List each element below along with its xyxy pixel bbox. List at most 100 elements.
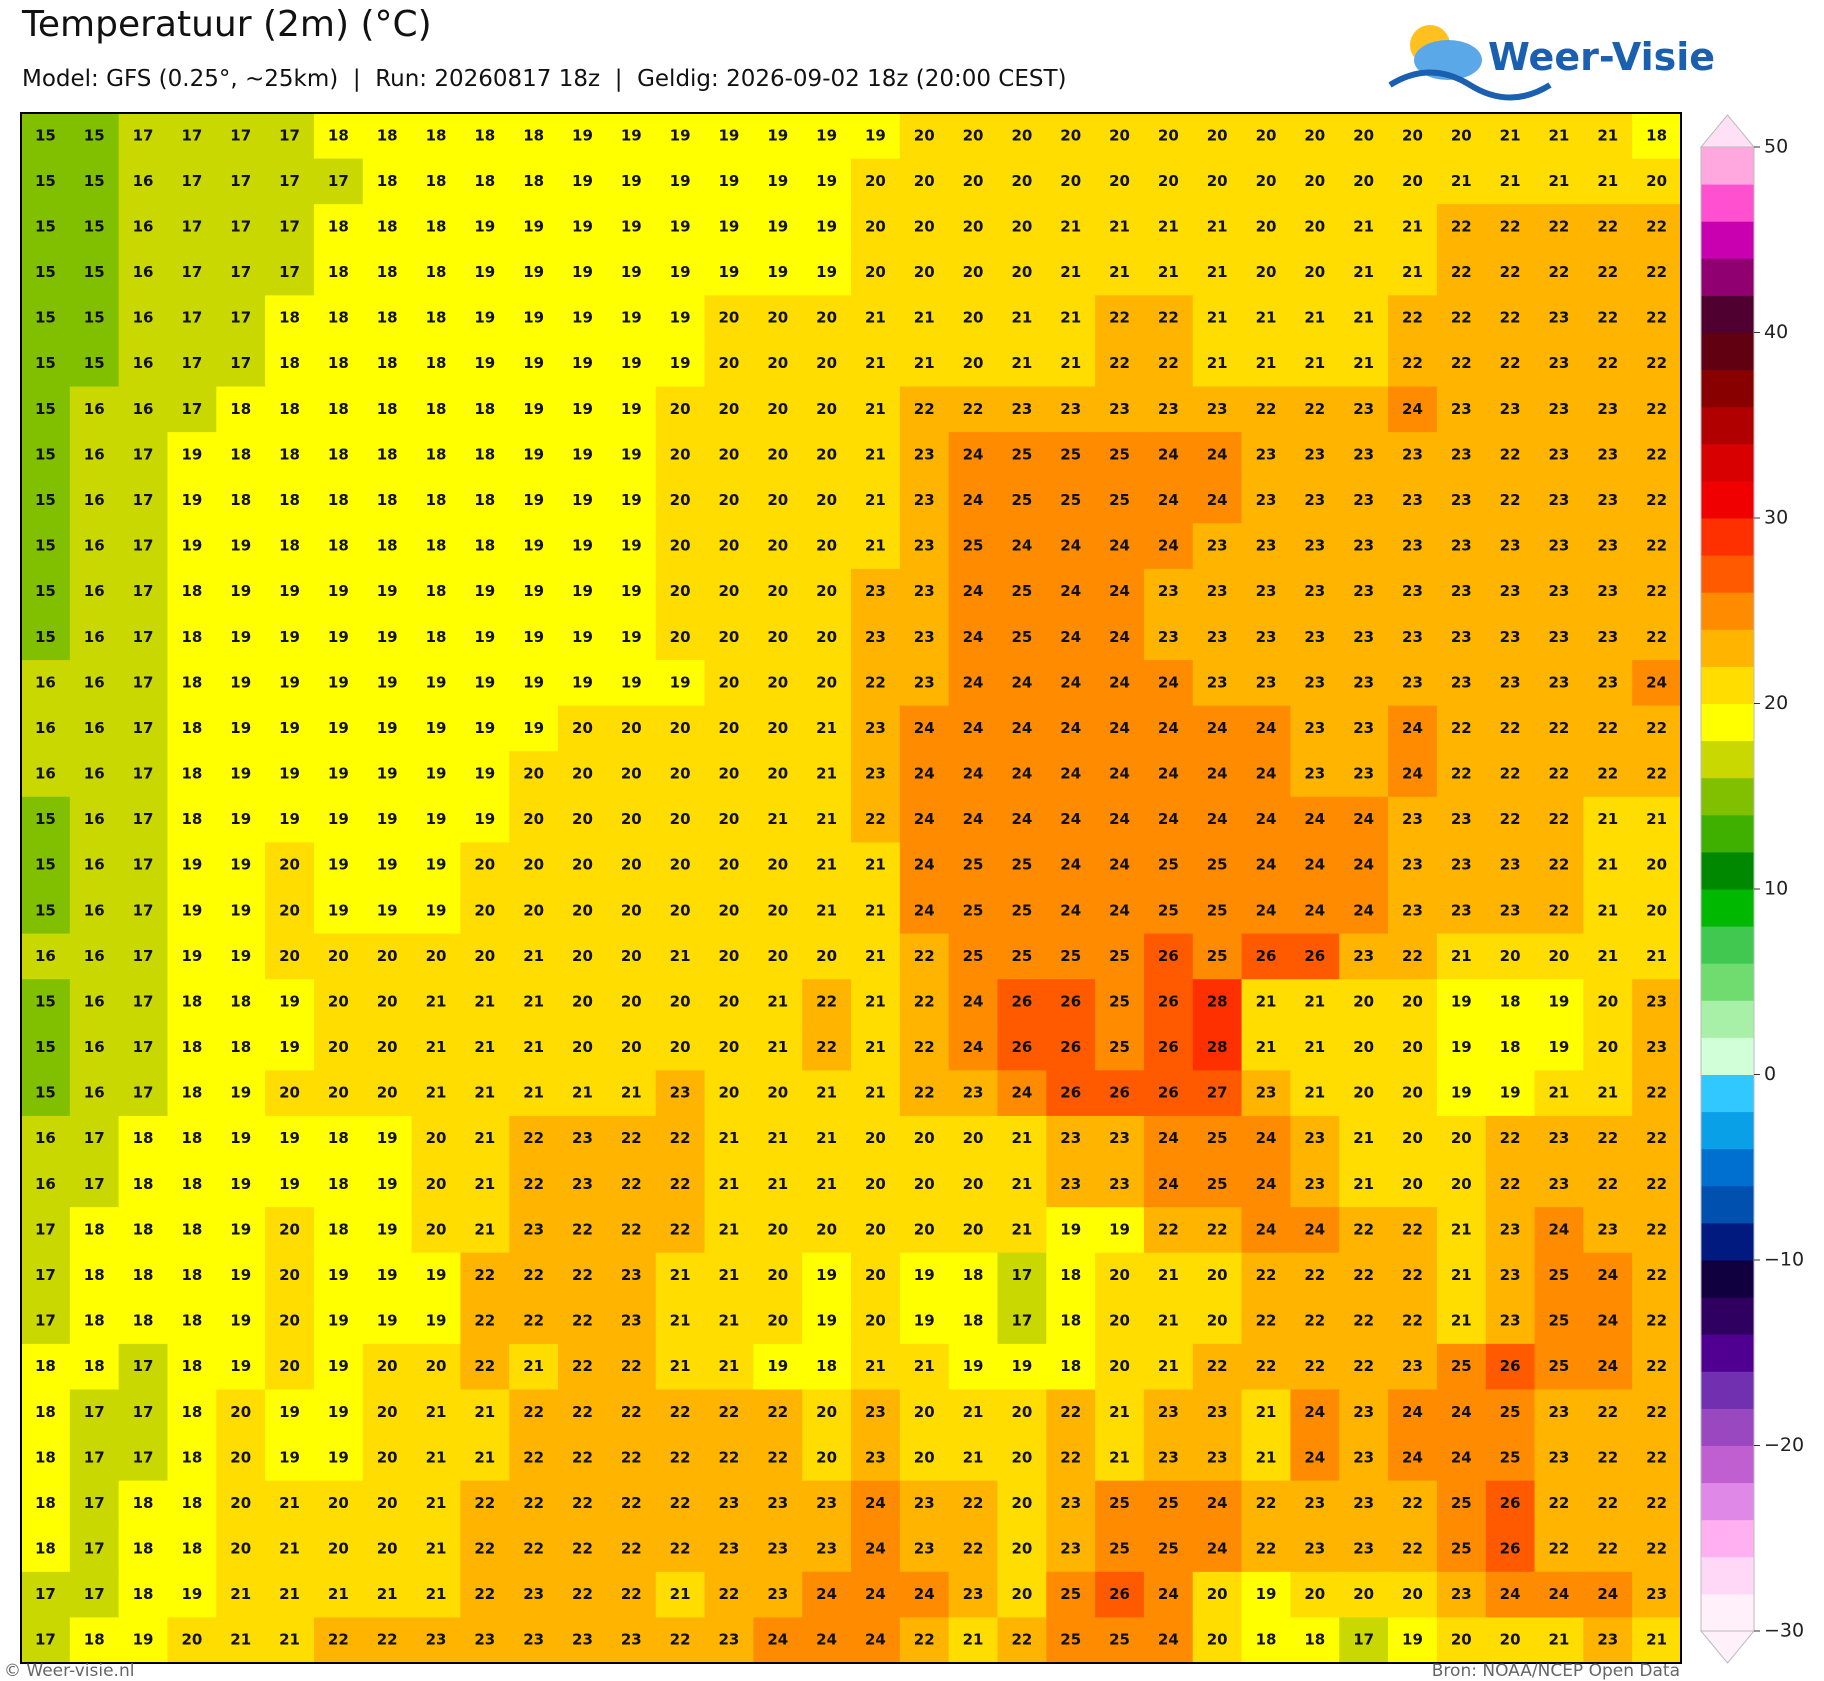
temp-label: 20 <box>1646 856 1667 874</box>
temp-label: 22 <box>1500 217 1521 235</box>
temp-cell <box>899 660 950 707</box>
temp-label: 20 <box>1109 126 1130 144</box>
temp-cell <box>1143 1389 1194 1436</box>
temp-cell <box>899 933 950 980</box>
temp-cell <box>851 796 901 843</box>
temp-cell <box>265 933 315 980</box>
temp-label: 21 <box>865 1038 886 1056</box>
temp-cell <box>1632 1389 1682 1436</box>
temp-cell <box>1583 1571 1633 1618</box>
temp-cell <box>1241 888 1291 935</box>
temp-label: 18 <box>328 537 349 555</box>
temp-cell <box>802 432 852 479</box>
temp-cell <box>69 1571 120 1618</box>
temp-cell <box>1583 1617 1633 1664</box>
temp-cell <box>1632 295 1682 342</box>
temp-cell <box>1143 933 1194 980</box>
temp-cell <box>1192 1298 1243 1345</box>
temp-label: 22 <box>572 1357 593 1375</box>
temp-label: 20 <box>670 400 691 418</box>
temp-label: 20 <box>816 947 837 965</box>
temp-cell <box>1534 477 1584 524</box>
temp-label: 20 <box>1451 1631 1472 1649</box>
temp-cell <box>411 888 461 935</box>
temp-cell <box>265 888 315 935</box>
temp-label: 20 <box>767 354 788 372</box>
temp-cell <box>362 660 413 707</box>
temp-label: 17 <box>133 537 154 555</box>
temp-cell <box>167 751 217 798</box>
temp-cell <box>1290 1024 1340 1071</box>
temp-cell <box>1583 933 1633 980</box>
temp-label: 18 <box>474 537 495 555</box>
temp-label: 19 <box>474 354 495 372</box>
temp-label: 19 <box>719 263 740 281</box>
temp-label: 20 <box>767 719 788 737</box>
temp-label: 19 <box>670 217 691 235</box>
temp-cell <box>753 1161 803 1208</box>
temp-cell <box>21 1480 71 1527</box>
temp-label: 19 <box>230 1175 251 1193</box>
temp-label: 18 <box>1060 1312 1081 1330</box>
temp-cell <box>1388 1617 1438 1664</box>
temp-cell <box>1241 295 1291 342</box>
temp-cell <box>216 1389 266 1436</box>
temp-label: 22 <box>572 1494 593 1512</box>
temp-label: 19 <box>523 263 544 281</box>
temp-cell <box>851 1115 901 1163</box>
temp-label: 21 <box>474 992 495 1010</box>
temp-cell <box>509 842 559 889</box>
temp-label: 20 <box>279 947 300 965</box>
temp-cell <box>1192 158 1243 205</box>
temp-cell <box>69 1389 120 1436</box>
temp-label: 23 <box>963 1585 984 1603</box>
temp-cell <box>460 705 510 752</box>
temp-label: 25 <box>963 947 984 965</box>
temp-cell <box>167 933 217 980</box>
temp-label: 25 <box>1549 1266 1570 1284</box>
temp-cell <box>1046 888 1096 935</box>
temp-label: 26 <box>1060 992 1081 1010</box>
temp-cell <box>1534 751 1584 798</box>
temp-cell <box>118 1070 168 1117</box>
temp-label: 22 <box>1402 1494 1423 1512</box>
temp-cell <box>606 796 657 843</box>
temp-label: 23 <box>1549 1403 1570 1421</box>
temp-label: 23 <box>1256 537 1277 555</box>
temp-cell <box>411 158 461 205</box>
temp-cell <box>69 1617 120 1664</box>
temp-cell <box>1534 614 1584 661</box>
temp-label: 22 <box>865 810 886 828</box>
temp-cell <box>948 842 998 889</box>
temp-label: 21 <box>523 992 544 1010</box>
temp-cell <box>69 432 120 479</box>
temp-label: 23 <box>1549 582 1570 600</box>
temp-cell <box>1583 1389 1633 1436</box>
temp-cell <box>1192 1480 1243 1527</box>
temp-cell <box>655 933 706 980</box>
temp-label: 18 <box>84 1631 105 1649</box>
temp-cell <box>1095 113 1145 160</box>
temp-cell <box>1290 1435 1340 1482</box>
temp-cell <box>167 705 217 752</box>
temp-label: 19 <box>426 856 447 874</box>
temp-label: 18 <box>133 1312 154 1330</box>
temp-label: 20 <box>328 1494 349 1512</box>
temp-label: 18 <box>474 126 495 144</box>
temp-label: 20 <box>1402 1175 1423 1193</box>
temp-label: 21 <box>1256 354 1277 372</box>
temp-label: 22 <box>963 400 984 418</box>
colorbar-bin <box>1701 592 1754 630</box>
temp-label: 20 <box>719 491 740 509</box>
temp-label: 15 <box>35 628 56 646</box>
temp-label: 21 <box>865 1084 886 1102</box>
temp-label: 23 <box>816 1494 837 1512</box>
temp-cell <box>899 113 950 160</box>
temp-label: 23 <box>1304 719 1325 737</box>
temp-label: 17 <box>133 947 154 965</box>
temp-cell <box>1046 432 1096 479</box>
temp-label: 23 <box>1500 856 1521 874</box>
temp-cell <box>899 888 950 935</box>
temp-label: 20 <box>719 765 740 783</box>
temp-cell <box>118 1207 168 1254</box>
